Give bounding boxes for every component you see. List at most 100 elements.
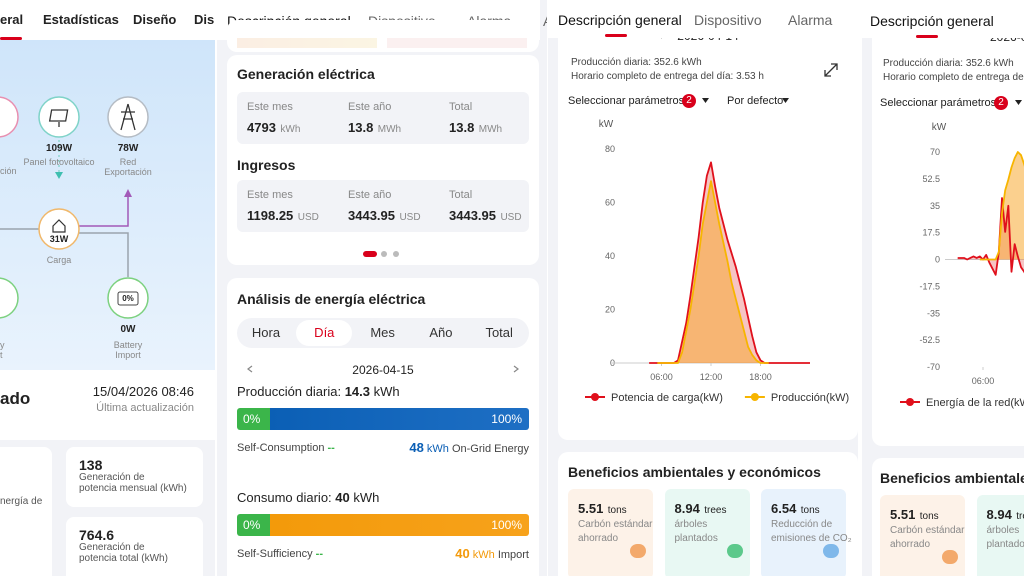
tab[interactable]: Disp (194, 12, 215, 27)
stat-label: Este mes (247, 189, 293, 201)
grid-label: Red (119, 157, 137, 167)
progress-bar (237, 514, 529, 536)
dropdown-arrow (1015, 100, 1022, 105)
stat-label: nergía de (0, 496, 43, 507)
stat-value: 4793 kWh (247, 119, 300, 137)
period-tab[interactable]: Hora (251, 325, 281, 340)
unit: tons (607, 505, 627, 516)
unit: MWh (377, 124, 402, 135)
bar-right: 100% (491, 412, 522, 426)
tab-bar (548, 0, 858, 38)
benefit-label: ahorrado (578, 533, 619, 544)
value: 3443.95 (348, 208, 395, 223)
pager-dot[interactable] (381, 251, 387, 257)
stat-label: Generación de (79, 472, 145, 483)
stat-card (66, 517, 203, 576)
stat-value: 3443.95 USD (348, 207, 421, 225)
bar-right: 100% (491, 518, 522, 532)
stat-card (0, 447, 52, 576)
default-selector[interactable]: Por defecto (727, 95, 784, 107)
stat-label: Total (449, 101, 473, 113)
tab[interactable]: Dispositivo (694, 12, 762, 28)
home-panel: eral Estadísticas Diseño Disp 109W Panel… (0, 0, 215, 576)
stat-label: Este año (348, 101, 392, 113)
benefit-value: 6.54 tons (771, 500, 820, 518)
update-label: Última actualización (96, 402, 194, 414)
battery-soc: 0% (122, 294, 134, 303)
section-title: Análisis de energía eléctrica (237, 291, 426, 307)
stat-label: potencia mensual (kWh) (79, 483, 187, 494)
value: 8.94 (674, 501, 700, 516)
daily-total: Producción diaria: 14.3 kWh (237, 384, 400, 399)
label: Import (497, 549, 529, 561)
pv-label: Panel fotovoltaico (23, 157, 95, 167)
tab[interactable]: Estadísticas (43, 12, 119, 27)
value: 5.51 (578, 501, 604, 516)
battery-label: Import (115, 350, 141, 360)
value: -- (315, 548, 323, 560)
period-tab[interactable]: Total (485, 325, 513, 340)
grid-label: Exportación (104, 167, 152, 177)
unit: trees (704, 505, 727, 516)
load-label: Carga (46, 255, 72, 265)
tab-bar (862, 0, 1024, 38)
benefit-icon (726, 544, 743, 558)
pv-power: 109W (45, 143, 73, 154)
param-selector[interactable]: Seleccionar parámetros (568, 95, 685, 107)
value: 3443.95 (449, 208, 496, 223)
tab-bar (0, 0, 215, 40)
label: On-Grid Energy (451, 443, 529, 455)
pager-dot[interactable] (363, 251, 377, 257)
label: Horario completo de entrega del día: (571, 71, 734, 82)
full-hours: Horario completo de entrega del (883, 72, 1024, 83)
unit: kWh (353, 490, 380, 505)
benefit-label: emisiones de CO₂ (771, 533, 852, 544)
period-tab[interactable]: Mes (370, 325, 395, 340)
value: 3.53 (736, 71, 756, 82)
tab[interactable]: Diseño (133, 12, 177, 27)
tab-underline (916, 35, 938, 38)
period-tab[interactable]: Año (429, 325, 453, 340)
label: Self-Consumption (237, 442, 325, 454)
value: 352.6 (965, 58, 991, 69)
value: -- (327, 442, 335, 454)
benefit-box (976, 495, 1024, 576)
param-selector[interactable]: Seleccionar parámetros (880, 97, 997, 109)
pager-dot[interactable] (393, 251, 399, 257)
tab[interactable]: Alarma (788, 12, 833, 28)
benefit-box (664, 489, 750, 576)
chart-panel: 2026-04-14 Descripción general Dispositi… (548, 0, 858, 576)
label: Producción diaria: (571, 57, 652, 68)
node-label: ción (0, 166, 17, 176)
unit: USD (399, 212, 421, 223)
benefit-label: Reducción de (771, 519, 833, 530)
benefit-box (761, 489, 846, 576)
value: 13.8 (449, 120, 475, 135)
tab[interactable]: Descripción general (870, 13, 994, 29)
benefit-label: Carbón estándar (890, 525, 965, 536)
unit: h (758, 71, 764, 82)
status: ado (0, 389, 31, 408)
bar-left: 0% (243, 518, 261, 532)
period-tab[interactable]: Día (314, 325, 335, 340)
bar-left: 0% (243, 412, 261, 426)
param-count: 2 (682, 94, 696, 108)
param-count: 2 (994, 96, 1008, 110)
expand-button[interactable] (821, 60, 841, 80)
unit: kWh (472, 549, 495, 561)
chart-card (872, 20, 1024, 446)
value: 4793 (247, 120, 276, 135)
value: 6.54 (771, 501, 797, 516)
benefit-label: árboles (986, 525, 1020, 536)
benefit-box (568, 489, 653, 576)
period-active (296, 320, 353, 346)
label: Producción diaria: (883, 58, 964, 69)
value: 13.8 (348, 120, 374, 135)
tab[interactable]: A (543, 13, 547, 29)
tab[interactable]: eral (0, 12, 24, 27)
daily-production: Producción diaria: 352.6 kWh (571, 57, 702, 68)
tab[interactable]: Descripción general (558, 12, 682, 28)
benefit-value: 8.94 trees (987, 506, 1024, 524)
date-arrows (247, 365, 519, 373)
